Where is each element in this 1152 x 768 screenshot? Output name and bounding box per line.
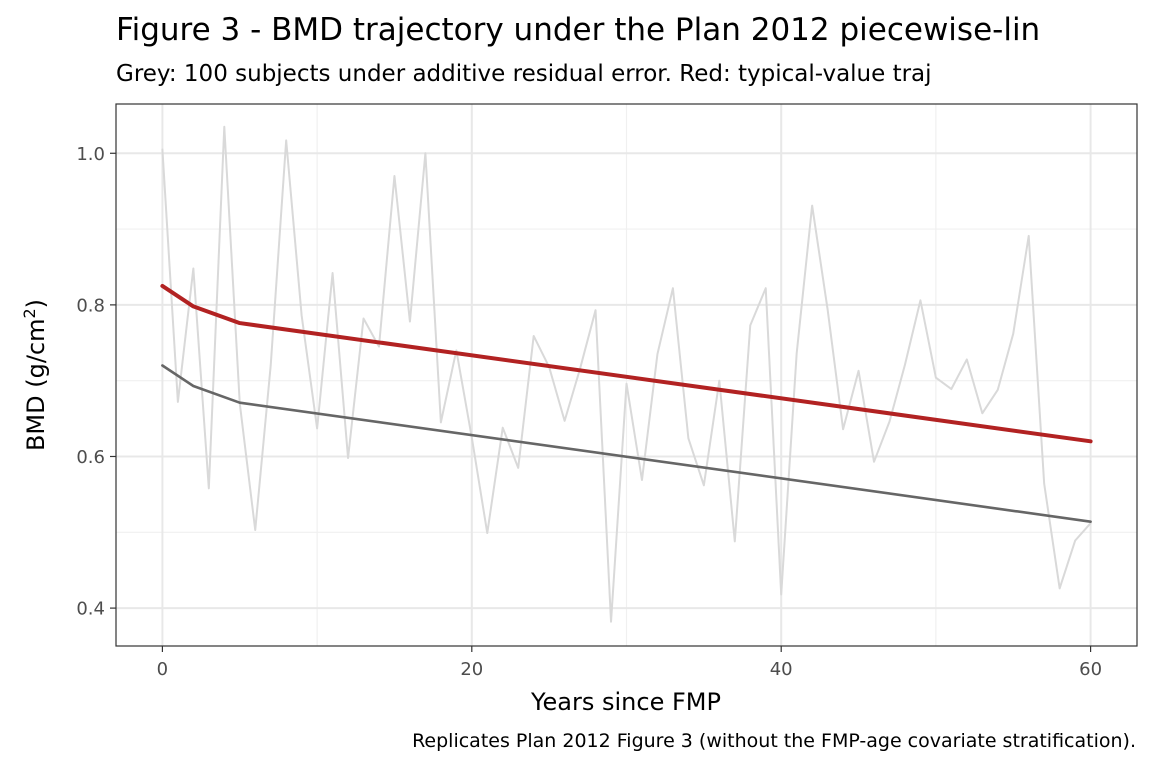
y-axis-title: BMD (g/cm2) (20, 299, 50, 451)
x-tick-label: 60 (1079, 659, 1102, 680)
chart-subtitle: Grey: 100 subjects under additive residu… (116, 61, 932, 87)
y-tick-label: 0.6 (76, 447, 105, 468)
y-tick-label: 0.4 (76, 599, 105, 620)
x-tick-label: 40 (770, 659, 793, 680)
series-line-typical-grey (161, 364, 1092, 523)
y-axis-title-superscript: 2 (20, 308, 39, 318)
y-tick-label: 0.8 (76, 295, 105, 316)
x-tick-label: 20 (460, 659, 483, 680)
series-layer (160, 125, 1093, 623)
grid-minor (116, 104, 1137, 646)
x-tick-label: 0 (157, 659, 168, 680)
x-axis: 0 20 40 60 (157, 646, 1102, 680)
chart-title: Figure 3 - BMD trajectory under the Plan… (116, 12, 1041, 48)
series-line-typical-red (160, 283, 1093, 444)
panel-border (115, 103, 1138, 647)
x-axis-title: Years since FMP (530, 688, 721, 716)
series-line-subjects (161, 125, 1092, 623)
chart-caption: Replicates Plan 2012 Figure 3 (without t… (412, 730, 1136, 752)
y-tick-label: 1.0 (76, 144, 105, 165)
y-axis: 0.4 0.6 0.8 1.0 (76, 144, 116, 620)
